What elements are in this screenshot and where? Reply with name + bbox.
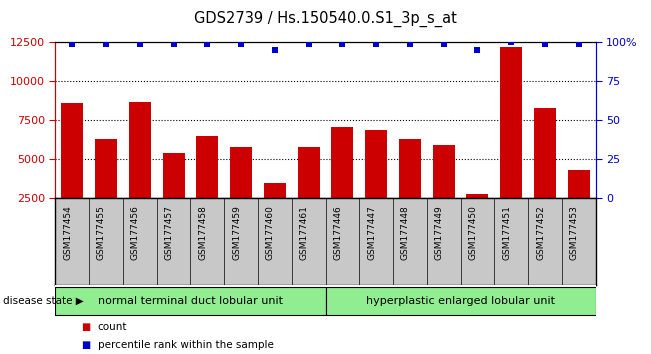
Point [405, 41, 415, 47]
Point [303, 41, 314, 47]
Bar [534, 108, 556, 237]
Bar [264, 183, 286, 237]
Text: ■: ■ [81, 340, 90, 350]
Point [371, 41, 381, 47]
Text: GSM177453: GSM177453 [570, 205, 579, 260]
Point [135, 41, 145, 47]
FancyBboxPatch shape [55, 287, 325, 315]
Bar [331, 127, 353, 237]
Bar [500, 47, 522, 237]
Text: hyperplastic enlarged lobular unit: hyperplastic enlarged lobular unit [366, 296, 555, 306]
Point [574, 41, 584, 47]
Text: GSM177452: GSM177452 [536, 205, 545, 260]
Text: ■: ■ [81, 322, 90, 332]
Text: GSM177459: GSM177459 [232, 205, 241, 260]
Bar [568, 170, 590, 237]
Bar [433, 145, 454, 237]
Text: GSM177457: GSM177457 [165, 205, 174, 260]
Bar [467, 194, 488, 237]
Text: GDS2739 / Hs.150540.0.S1_3p_s_at: GDS2739 / Hs.150540.0.S1_3p_s_at [194, 11, 457, 27]
Bar [61, 103, 83, 237]
Text: disease state ▶: disease state ▶ [3, 296, 84, 306]
Text: GSM177456: GSM177456 [131, 205, 140, 260]
Point [101, 41, 111, 47]
Text: GSM177461: GSM177461 [299, 205, 309, 260]
Text: GSM177451: GSM177451 [502, 205, 511, 260]
Point [506, 40, 516, 45]
Point [337, 41, 348, 47]
Point [540, 41, 550, 47]
Text: GSM177447: GSM177447 [367, 205, 376, 260]
Point [270, 47, 280, 53]
Bar [129, 102, 151, 237]
FancyBboxPatch shape [326, 287, 596, 315]
Point [472, 47, 482, 53]
Text: GSM177455: GSM177455 [97, 205, 106, 260]
Point [202, 41, 212, 47]
Text: GSM177448: GSM177448 [401, 205, 410, 260]
Bar [298, 147, 320, 237]
Text: GSM177458: GSM177458 [199, 205, 207, 260]
Bar [399, 139, 421, 237]
Text: GSM177450: GSM177450 [469, 205, 477, 260]
Text: GSM177454: GSM177454 [63, 205, 72, 260]
Bar [365, 130, 387, 237]
Point [236, 41, 246, 47]
Text: percentile rank within the sample: percentile rank within the sample [98, 340, 273, 350]
Text: GSM177449: GSM177449 [435, 205, 444, 260]
Bar [163, 153, 184, 237]
Text: GSM177460: GSM177460 [266, 205, 275, 260]
Bar [230, 147, 252, 237]
Text: count: count [98, 322, 127, 332]
Point [67, 41, 77, 47]
Point [169, 41, 179, 47]
Point [439, 41, 449, 47]
Bar [95, 139, 117, 237]
Text: GSM177446: GSM177446 [333, 205, 342, 260]
Text: normal terminal duct lobular unit: normal terminal duct lobular unit [98, 296, 283, 306]
Bar [197, 136, 218, 237]
